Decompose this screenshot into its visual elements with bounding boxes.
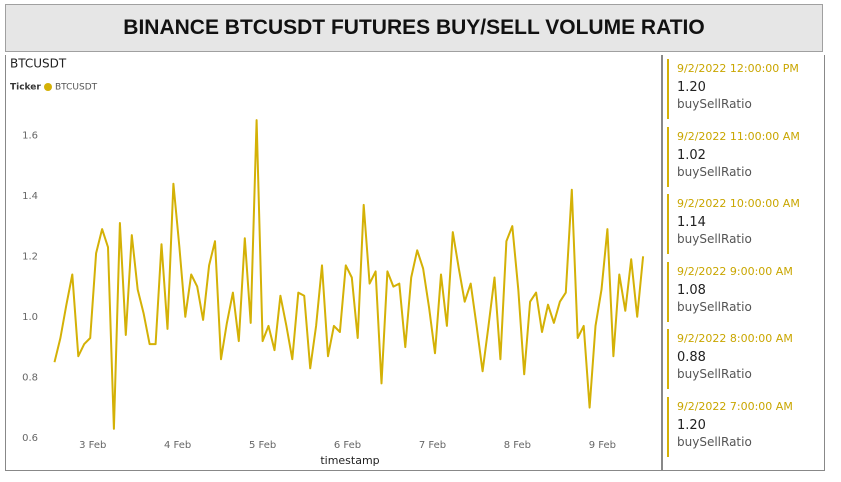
y-tick-label: 1.2	[22, 251, 38, 262]
value-card: 9/2/2022 9:00:00 AM 1.08 buySellRatio	[667, 261, 817, 322]
value-card: 9/2/2022 7:00:00 AM 1.20 buySellRatio	[667, 396, 817, 457]
card-label: buySellRatio	[677, 97, 752, 111]
card-panel: 9/2/2022 12:00:00 PM 1.20 buySellRatio 9/2/…	[662, 55, 825, 471]
card-date: 9/2/2022 7:00:00 AM	[677, 399, 793, 413]
value-card: 9/2/2022 10:00:00 AM 1.14 buySellRatio	[667, 194, 817, 254]
value-card: 9/2/2022 11:00:00 AM 1.02 buySellRatio	[667, 126, 817, 187]
card-date: 9/2/2022 12:00:00 PM	[677, 62, 799, 75]
card-value: 0.88	[677, 350, 706, 365]
card-value: 1.08	[677, 282, 706, 298]
y-tick-label: 1.0	[22, 312, 38, 323]
x-tick-label: 3 Feb	[79, 440, 106, 451]
chart-title: BTCUSDT	[10, 57, 67, 71]
y-tick-label: 0.6	[22, 433, 38, 444]
chart-panel	[5, 55, 662, 471]
card-label: buySellRatio	[677, 434, 752, 449]
legend-marker	[44, 83, 52, 91]
legend-title: Ticker	[10, 83, 41, 93]
x-tick-label: 7 Feb	[419, 440, 446, 451]
y-tick-label: 1.4	[22, 191, 38, 202]
card-value: 1.20	[677, 80, 706, 95]
x-axis-title: timestamp	[320, 454, 379, 467]
x-tick-label: 6 Feb	[334, 440, 361, 451]
data-line	[53, 119, 645, 430]
x-tick-label: 4 Feb	[164, 440, 191, 451]
card-label: buySellRatio	[677, 164, 752, 179]
card-value: 1.20	[677, 417, 706, 433]
x-tick-label: 8 Feb	[504, 440, 531, 451]
legend-label: BTCUSDT	[55, 83, 98, 93]
y-tick-label: 0.8	[22, 372, 38, 383]
card-value: 1.02	[677, 147, 706, 163]
y-tick-label: 1.6	[22, 130, 38, 141]
page-title: BINANCE BTCUSDT FUTURES BUY/SELL VOLUME …	[5, 4, 823, 52]
card-label: buySellRatio	[677, 367, 752, 381]
x-tick-label: 9 Feb	[589, 440, 616, 451]
value-card: 9/2/2022 8:00:00 AM 0.88 buySellRatio	[667, 329, 817, 389]
value-card: 9/2/2022 12:00:00 PM 1.20 buySellRatio	[667, 59, 817, 119]
card-date: 9/2/2022 11:00:00 AM	[677, 129, 800, 143]
card-value: 1.14	[677, 215, 706, 230]
card-date: 9/2/2022 9:00:00 AM	[677, 264, 793, 278]
card-label: buySellRatio	[677, 232, 752, 246]
x-tick-label: 5 Feb	[249, 440, 276, 451]
chart: BTCUSDT Ticker timestamp BTCUSDT 0.6 0.8 1.…	[10, 57, 645, 467]
card-label: buySellRatio	[677, 299, 752, 314]
card-date: 9/2/2022 8:00:00 AM	[677, 332, 793, 345]
card-date: 9/2/2022 10:00:00 AM	[677, 197, 800, 210]
